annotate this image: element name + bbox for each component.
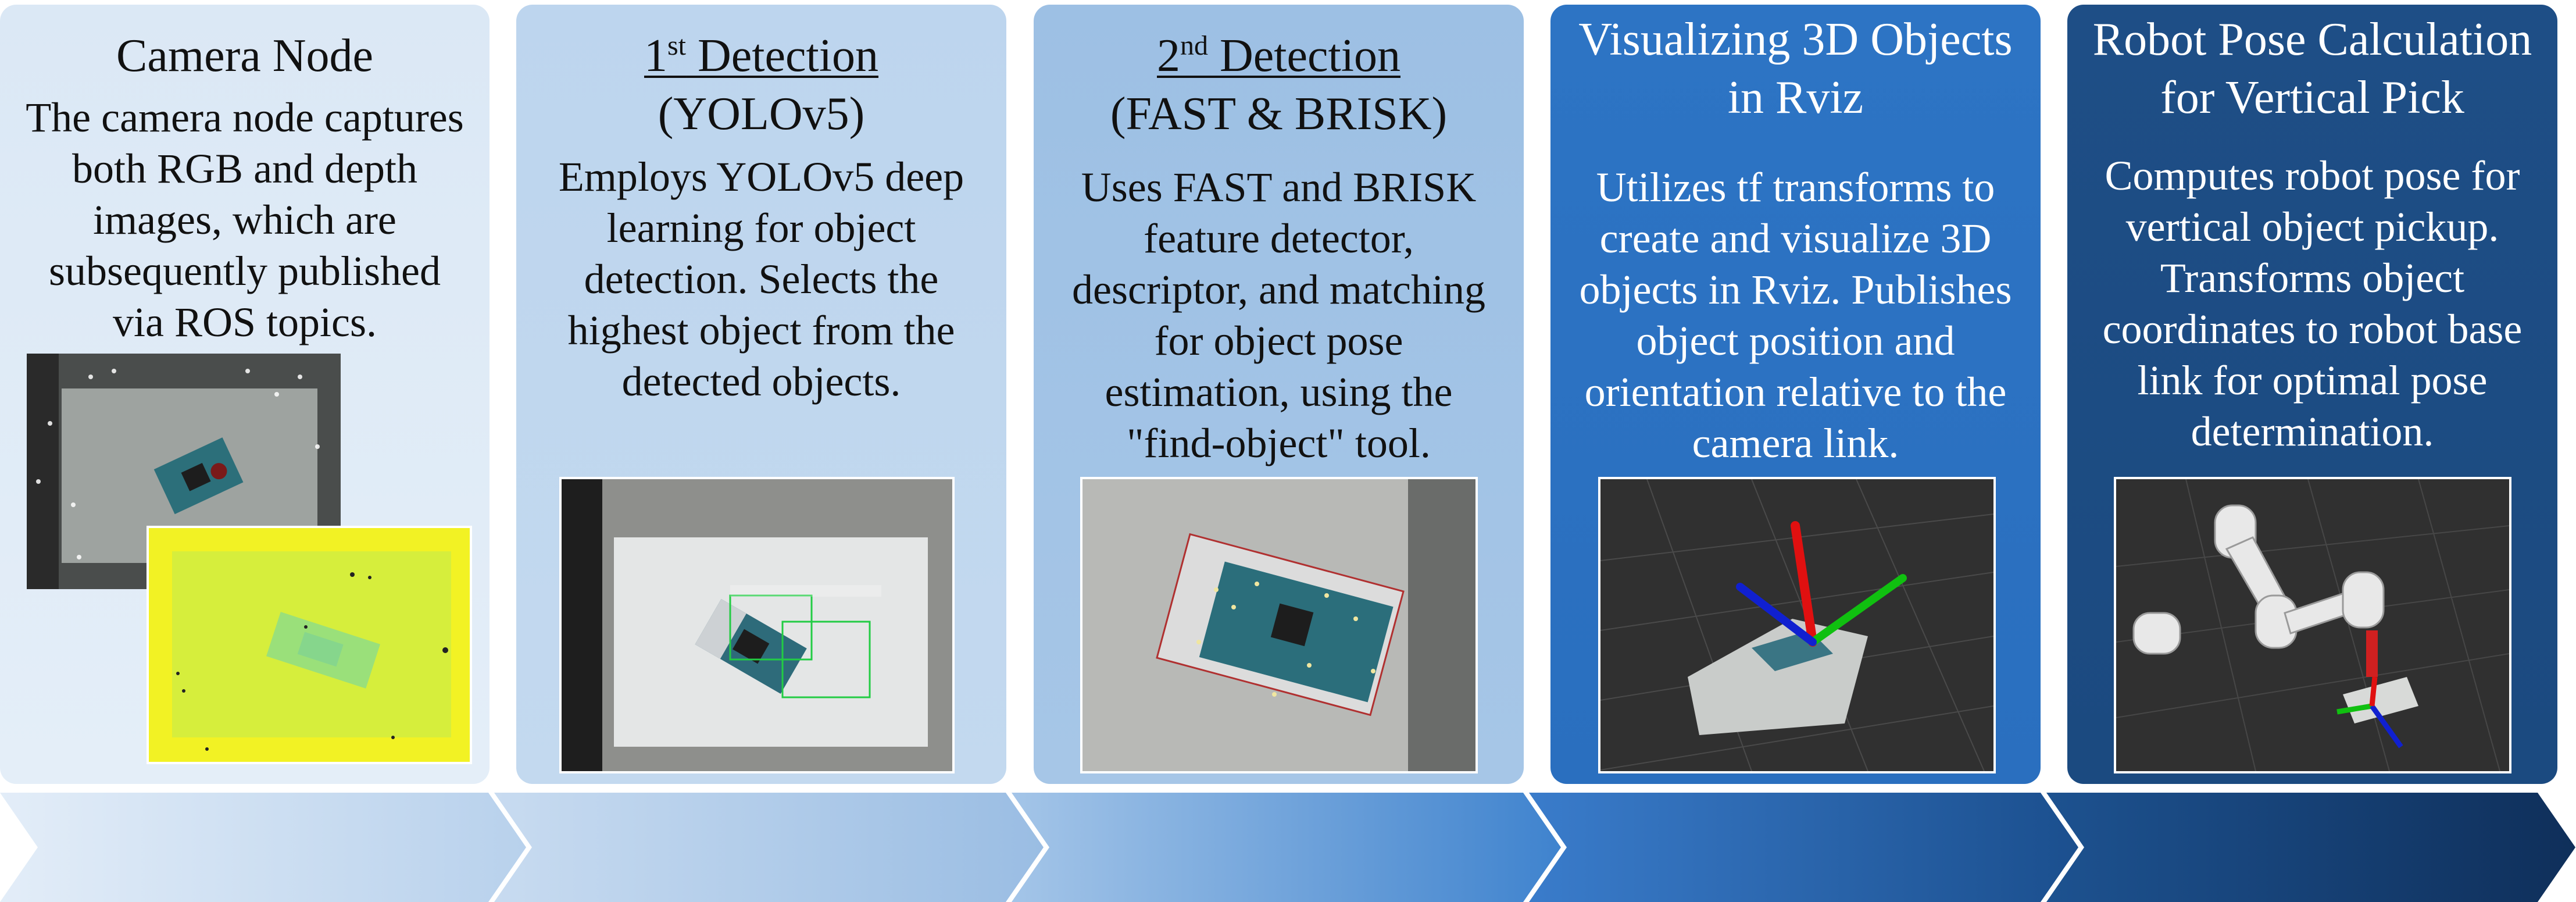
stage-description: Utilizes tf transforms to create and vis… — [1579, 164, 2012, 466]
stage-second-detection: 2nd Detection (FAST & BRISK) Uses FAST a… — [1034, 5, 1524, 784]
stage-first-detection: 1st Detection (YOLOv5) Employs YOLOv5 de… — [516, 5, 1006, 784]
stage-description: Employs YOLOv5 deep learning for object … — [558, 154, 964, 405]
stage-robot-pose-calculation: Robot Pose Calculation for Vertical Pick… — [2067, 5, 2557, 784]
flow-arrow-4 — [1529, 793, 2078, 902]
robot-pose-image — [2114, 477, 2511, 773]
rgb-image — [27, 354, 341, 589]
stage-description: Computes robot pose for vertical object … — [2102, 152, 2523, 455]
rviz-visualization-image — [1598, 477, 1996, 773]
process-flow-arrow-band — [0, 793, 2575, 902]
yolo-detection-image — [559, 477, 955, 773]
stage-title: 2nd Detection (FAST & BRISK) — [1110, 30, 1448, 140]
flow-arrow-1 — [0, 793, 526, 902]
stage-camera-node: Camera Node The camera node captures bot… — [0, 5, 490, 784]
stage-title: Visualizing 3D Objects in Rviz — [1578, 14, 2013, 123]
flow-arrow-3 — [1012, 793, 1561, 902]
stage-description: The camera node captures both RGB and de… — [26, 94, 464, 345]
flow-arrow-5 — [2046, 793, 2575, 902]
flow-arrow-2 — [494, 793, 1044, 902]
depth-image — [147, 526, 472, 764]
feature-matching-image — [1080, 477, 1478, 773]
stage-title: 1st Detection (YOLOv5) — [644, 30, 878, 140]
stage-title: Camera Node — [116, 30, 374, 81]
stage-title: Robot Pose Calculation for Vertical Pick — [2092, 14, 2532, 123]
stage-description: Uses FAST and BRISK feature detector, de… — [1072, 164, 1485, 466]
stage-visualizing-3d-objects: Visualizing 3D Objects in Rviz Utilizes … — [1550, 5, 2041, 784]
